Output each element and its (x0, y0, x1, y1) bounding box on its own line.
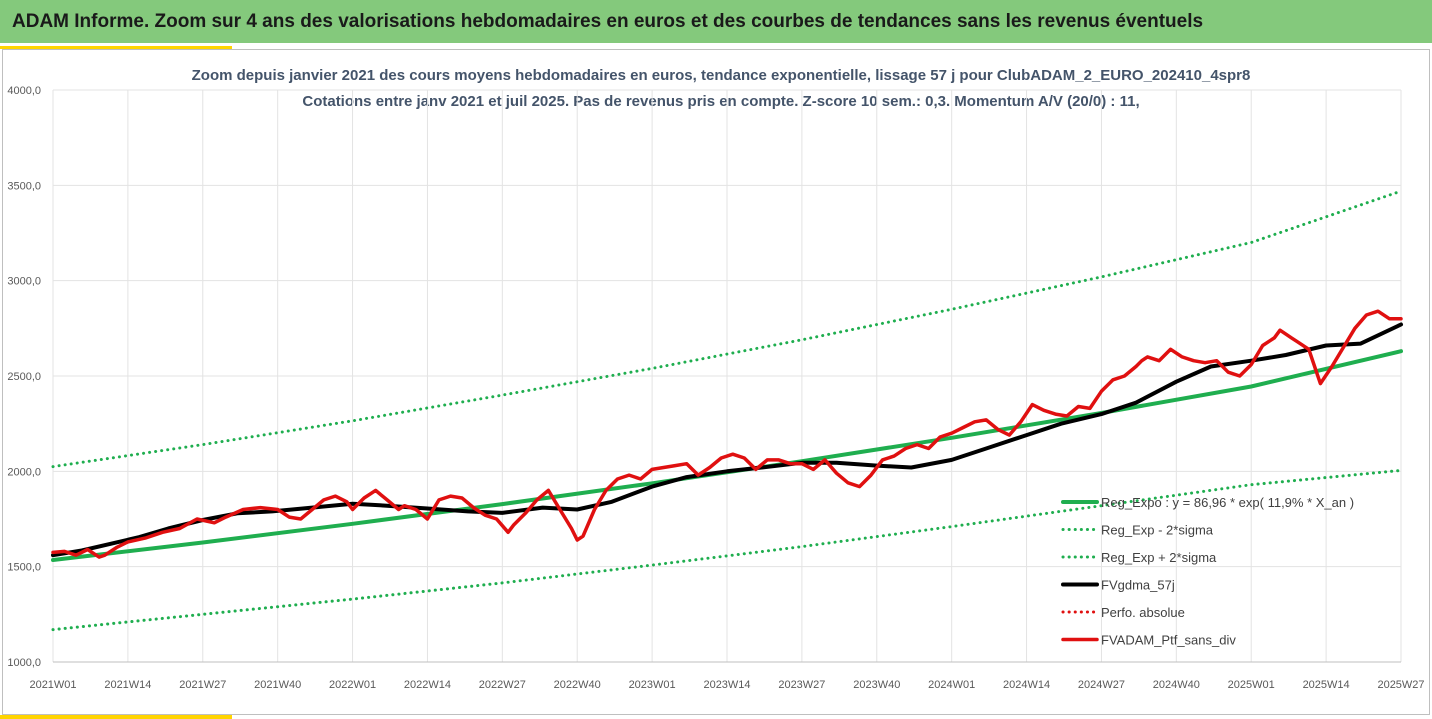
y-tick-label: 2500,0 (7, 371, 41, 383)
legend: Reg_Expo : y = 86,96 * exp( 11,9% * X_an… (1061, 495, 1354, 648)
legend-label-5: FVADAM_Ptf_sans_div (1101, 633, 1236, 648)
grid (52, 89, 1402, 663)
x-tick-label: 2023W40 (853, 679, 900, 691)
x-tick-label: 2024W14 (1003, 679, 1050, 691)
x-tick-label: 2024W40 (1153, 679, 1200, 691)
x-tick-label: 2023W14 (703, 679, 750, 691)
chart: Zoom depuis janvier 2021 des cours moyen… (7, 67, 1425, 691)
x-tick-label: 2024W01 (928, 679, 975, 691)
series-line-3 (51, 322, 1403, 558)
series-line-1 (51, 468, 1403, 632)
legend-label-2: Reg_Exp + 2*sigma (1101, 550, 1217, 565)
x-tick-label: 2021W14 (104, 679, 151, 691)
y-axis: 1000,0 1500,0 2000,0 2500,0 3000,0 3500,0 4000… (7, 85, 41, 669)
y-tick-label: 1000,0 (7, 657, 41, 669)
chart-subtitle: Cotations entre janv 2021 et juil 2025. … (302, 93, 1139, 110)
chart-title: Zoom depuis janvier 2021 des cours moyen… (192, 67, 1251, 84)
page-title: ADAM Informe. Zoom sur 4 ans des valoris… (12, 11, 1204, 32)
legend-label-4: Perfo. absolue (1101, 605, 1185, 620)
y-tick-label: 1500,0 (7, 562, 41, 574)
series-layer (51, 189, 1403, 632)
y-tick-label: 3000,0 (7, 276, 41, 288)
y-tick-label: 2000,0 (7, 466, 41, 478)
x-tick-label: 2021W27 (179, 679, 226, 691)
accent-stripe-bottom (0, 715, 232, 719)
x-tick-label: 2022W27 (479, 679, 526, 691)
x-tick-label: 2025W01 (1228, 679, 1275, 691)
x-tick-label: 2022W14 (404, 679, 451, 691)
x-axis: 2021W01 2021W14 2021W27 2021W40 2022W01 2022W… (29, 661, 1425, 691)
x-tick-label: 2022W40 (554, 679, 601, 691)
x-tick-label: 2022W01 (329, 679, 376, 691)
header-bar: ADAM Informe. Zoom sur 4 ans des valoris… (0, 0, 1432, 46)
accent-stripe-top (0, 46, 232, 49)
x-tick-label: 2024W27 (1078, 679, 1125, 691)
legend-label-3: FVgdma_57j (1101, 578, 1175, 593)
x-tick-label: 2021W01 (29, 679, 76, 691)
series-line-2 (51, 189, 1403, 469)
chart-frame: Zoom depuis janvier 2021 des cours moyen… (2, 49, 1430, 715)
y-tick-label: 3500,0 (7, 180, 41, 192)
y-tick-label: 4000,0 (7, 85, 41, 97)
legend-label-1: Reg_Exp - 2*sigma (1101, 523, 1214, 538)
x-tick-label: 2025W14 (1303, 679, 1350, 691)
legend-label-0: Reg_Expo : y = 86,96 * exp( 11,9% * X_an… (1101, 495, 1354, 510)
x-tick-label: 2021W40 (254, 679, 301, 691)
x-tick-label: 2025W27 (1377, 679, 1424, 691)
x-tick-label: 2023W01 (629, 679, 676, 691)
series-line-5 (51, 309, 1403, 559)
x-tick-label: 2023W27 (778, 679, 825, 691)
